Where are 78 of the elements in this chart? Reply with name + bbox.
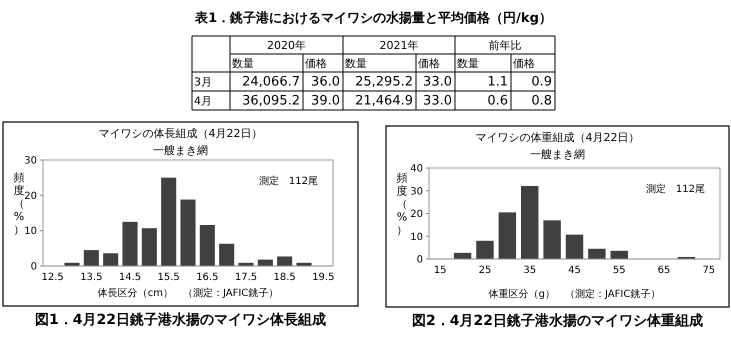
- text: 2020年: [267, 39, 306, 52]
- bar: [142, 228, 157, 266]
- text: 39.0: [311, 94, 340, 108]
- bar: [498, 212, 516, 259]
- annotation: 測定 112尾: [646, 183, 705, 195]
- bar: [258, 260, 273, 266]
- chart-subtitle: 一艘まき網: [153, 144, 208, 157]
- y-tick-label: 0: [416, 254, 423, 266]
- text: 33.0: [423, 94, 452, 108]
- text: 表1．銚子港におけるマイワシの水揚量と平均価格（円/kg）: [194, 11, 552, 26]
- y-tick-label: 30: [24, 156, 37, 166]
- text: 価格: [418, 57, 440, 70]
- text: 36.0: [311, 74, 340, 90]
- bar: [84, 250, 99, 266]
- text: 0.9: [531, 74, 552, 90]
- x-tick-label: 55: [612, 265, 626, 276]
- text: 33.0: [423, 74, 452, 90]
- bar: [610, 250, 628, 259]
- bar: [521, 186, 538, 259]
- text: 数量: [232, 57, 254, 70]
- text: 1.1: [487, 74, 508, 90]
- y-tick-label: 30: [410, 186, 423, 198]
- x-tick-label: 15: [434, 265, 447, 276]
- text: 2021年: [380, 39, 418, 52]
- x-tick-label: 65: [658, 265, 670, 276]
- x-tick-label: 12.5: [42, 272, 64, 283]
- x-tick-label: 19.5: [312, 272, 334, 283]
- text: 4月: [194, 94, 212, 108]
- x-tick-label: 25: [478, 265, 492, 276]
- bar: [566, 234, 584, 259]
- x-tick-label: 13.5: [80, 272, 102, 283]
- text: 数量: [457, 57, 479, 70]
- text: 0.6: [487, 94, 508, 108]
- bar: [161, 178, 176, 266]
- y-tick-label: 10: [24, 226, 37, 238]
- x-tick-label: 14.5: [118, 272, 142, 283]
- x-tick-label: 15.5: [158, 272, 180, 283]
- text: 前年比: [488, 39, 522, 52]
- x-tick-label: 18.5: [274, 272, 296, 283]
- text: 36,095.2: [242, 94, 300, 108]
- y-tick-label: 20: [410, 209, 423, 220]
- x-tick-label: 17.5: [234, 272, 258, 283]
- bar: [103, 253, 118, 266]
- y-tick-label: 20: [24, 190, 37, 202]
- bar: [454, 252, 472, 259]
- x-tick-label: 45: [568, 265, 581, 276]
- y-tick-label: 40: [410, 164, 423, 174]
- bar: [588, 248, 606, 259]
- text: 0.8: [531, 94, 552, 108]
- text: 価格: [305, 57, 327, 70]
- x-tick-label: 75: [702, 265, 716, 276]
- chart-title: マイワシの体重組成（4月22日）: [476, 131, 640, 144]
- text: 24,066.7: [242, 74, 300, 90]
- x-tick-label: 35: [523, 265, 536, 276]
- bar: [543, 220, 561, 259]
- bar: [122, 222, 138, 266]
- bar: [200, 225, 215, 266]
- caption: 図2．4月22日銚子港水揚のマイワシ体重組成: [412, 313, 703, 329]
- y-axis-title: 頻度（%）: [396, 172, 408, 236]
- bar: [277, 256, 292, 266]
- bar: [476, 240, 494, 259]
- x-axis-title: 体重区分（g） （測定：JAFIC銚子）: [488, 288, 660, 300]
- text: 価格: [513, 57, 535, 70]
- y-tick-label: 10: [410, 232, 423, 243]
- text: 25,295.2: [355, 74, 413, 90]
- bar: [219, 244, 234, 266]
- y-tick-label: 0: [30, 262, 37, 272]
- text: 数量: [345, 57, 367, 70]
- bar: [180, 200, 196, 266]
- text: 3月: [194, 76, 212, 88]
- chart-title: マイワシの体長組成（4月22日）: [98, 127, 262, 140]
- chart-subtitle: 一艘まき網: [530, 148, 585, 161]
- annotation: 測定 112尾: [258, 175, 318, 187]
- x-axis-title: 体長区分（cm） （測定：JAFIC銚子）: [98, 287, 278, 299]
- text: 21,464.9: [355, 94, 413, 108]
- y-axis-title: 頻度（%）: [14, 171, 24, 236]
- caption: 図1．4月22日銚子港水揚のマイワシ体長組成: [35, 312, 326, 328]
- x-tick-label: 16.5: [196, 272, 218, 283]
